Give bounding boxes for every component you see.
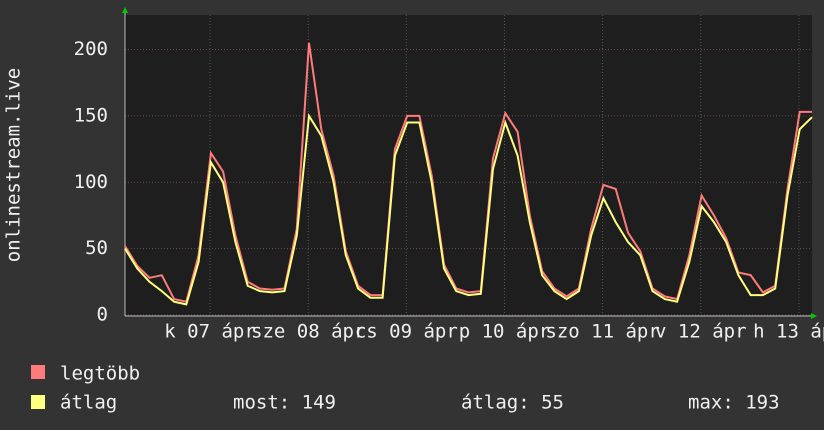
- x-tick-label: k 07 ápr: [164, 321, 256, 343]
- y-axis-label: onlinestream.live: [3, 68, 25, 262]
- stat-current: most: 149: [233, 392, 336, 414]
- y-tick-label: 50: [85, 237, 108, 259]
- x-tick-label: h 13 ápr: [753, 321, 824, 343]
- y-tick-label: 200: [74, 38, 108, 60]
- series-line: [124, 42, 812, 303]
- legend-swatch: [31, 395, 45, 409]
- x-tick-label: szo 11 ápr: [545, 321, 659, 343]
- plot-area: [125, 15, 812, 315]
- axis-arrow: [122, 7, 128, 13]
- x-tick-label: v 12 ápr: [655, 321, 747, 343]
- legend-label: átlag: [60, 392, 117, 414]
- axis-arrow: [811, 313, 817, 319]
- x-tick-label: p 10 ápr: [459, 321, 551, 343]
- stat-max: max: 193: [688, 392, 780, 414]
- y-tick-label: 100: [74, 171, 108, 193]
- legend-label: legtöbb: [60, 363, 140, 385]
- y-tick-label: 0: [97, 304, 108, 326]
- x-tick-label: cs 09 ápr: [355, 321, 458, 343]
- series-line: [124, 112, 813, 306]
- x-tick-label: sze 08 ápr: [251, 321, 365, 343]
- stat-average: átlag: 55: [461, 392, 564, 414]
- legend-swatch: [31, 365, 45, 379]
- y-tick-label: 150: [74, 104, 108, 126]
